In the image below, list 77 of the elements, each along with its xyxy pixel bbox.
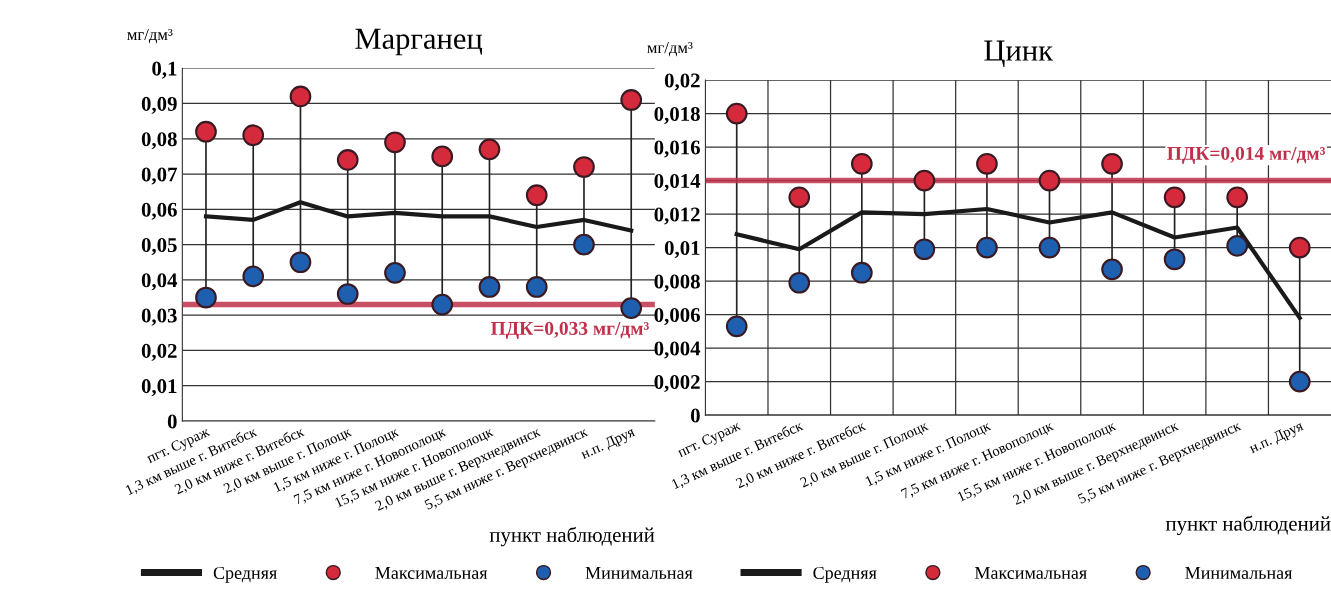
y-tick-label: 0,008 — [654, 274, 700, 292]
y-tick-label: 0,02 — [664, 73, 700, 91]
y-tick-label: 0 — [690, 408, 700, 423]
point — [850, 261, 873, 284]
chart-title: Цинк — [984, 40, 1054, 68]
y-tick-label: 0,06 — [141, 202, 177, 220]
ref-line-label: ПДК=0,033 мг/дм³ — [491, 321, 649, 339]
y-tick-label: 0,018 — [654, 106, 700, 125]
point — [1288, 236, 1311, 259]
y-tick-label: 0,02 — [141, 343, 177, 361]
x-tick-label: н.п. Друя — [1248, 420, 1306, 457]
y-tick-label: 0,1 — [152, 61, 177, 79]
y-tick-label: 0,002 — [654, 374, 700, 393]
y-tick-label: 0,012 — [654, 207, 700, 225]
point — [289, 85, 312, 108]
point — [976, 236, 998, 259]
x-axis-title: пункт наблюдений — [489, 526, 655, 547]
point — [850, 152, 873, 175]
y-tick-label: 0,01 — [141, 379, 177, 397]
point — [1101, 258, 1123, 281]
point — [195, 120, 217, 143]
y-tick-label: 0,014 — [654, 173, 701, 192]
chart-title: Марганец — [355, 28, 483, 56]
y-tick-label: 0,016 — [654, 140, 700, 158]
y-tick-label: 0,006 — [654, 307, 700, 326]
point — [242, 265, 265, 288]
point — [913, 169, 936, 192]
y-tick-label: 0,03 — [141, 308, 177, 326]
point — [431, 293, 454, 316]
y-tick-label: 0,004 — [654, 341, 701, 359]
y-tick-label: 0,08 — [141, 132, 177, 150]
legend-label: Максимальная — [974, 567, 1087, 580]
y-axis-title: мг/дм³ — [127, 28, 173, 44]
point — [525, 184, 548, 207]
legend-label: Минимальная — [585, 567, 693, 580]
point — [788, 186, 811, 209]
point — [620, 89, 643, 111]
point — [1101, 152, 1123, 175]
point — [1163, 248, 1186, 271]
point — [525, 276, 548, 298]
point — [913, 238, 936, 261]
point — [1288, 370, 1311, 393]
legend-label: Средняя — [813, 566, 877, 583]
y-tick-label: 0,01 — [664, 240, 700, 259]
point — [573, 156, 595, 178]
point — [1163, 186, 1186, 209]
legend-label: Минимальная — [1185, 567, 1293, 580]
point — [478, 138, 501, 161]
y-tick-label: 0,09 — [141, 96, 177, 114]
point — [336, 149, 359, 171]
point — [725, 102, 748, 125]
y-tick-label: 0,04 — [141, 273, 178, 291]
point — [336, 283, 359, 305]
x-axis-title: пункт наблюдений — [1165, 515, 1331, 536]
point — [1226, 186, 1249, 209]
point — [384, 131, 406, 154]
point — [431, 145, 454, 168]
point — [195, 286, 217, 309]
point — [242, 124, 265, 147]
point — [1226, 235, 1249, 257]
legend-label: Максимальная — [375, 567, 488, 580]
point — [976, 152, 998, 175]
point — [620, 297, 643, 319]
ref-line-label: ПДК=0,014 мг/дм³ — [1167, 146, 1326, 164]
point — [573, 233, 595, 256]
y-axis-title: мг/дм³ — [647, 42, 693, 57]
point — [384, 261, 406, 284]
y-tick-label: 0,07 — [141, 167, 177, 185]
y-tick-label: 0,05 — [141, 237, 177, 256]
y-tick-label: 0 — [167, 414, 177, 429]
point — [478, 276, 501, 298]
point — [1038, 236, 1061, 259]
point — [289, 251, 312, 274]
legend-label: Средняя — [213, 566, 277, 583]
point — [725, 315, 748, 338]
point — [1038, 169, 1061, 192]
point — [788, 271, 811, 294]
